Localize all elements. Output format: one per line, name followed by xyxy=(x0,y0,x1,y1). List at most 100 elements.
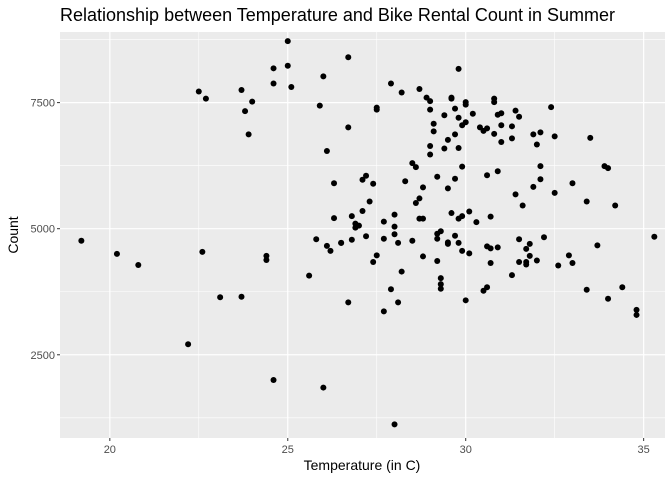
data-point xyxy=(462,119,469,126)
data-point xyxy=(498,122,505,129)
data-point xyxy=(466,208,473,215)
data-point xyxy=(651,233,658,240)
data-point xyxy=(391,231,398,238)
data-point xyxy=(523,245,530,252)
data-point xyxy=(455,65,462,72)
data-point xyxy=(484,125,491,132)
data-point xyxy=(516,113,523,120)
data-point xyxy=(331,180,338,187)
data-point xyxy=(370,258,377,265)
data-point xyxy=(380,235,387,242)
data-point xyxy=(323,242,330,249)
data-point xyxy=(359,208,366,215)
data-point xyxy=(508,135,515,142)
data-point xyxy=(420,253,426,260)
data-point xyxy=(380,218,387,225)
data-point xyxy=(533,257,540,264)
x-axis-ticks: 20 25 30 35 xyxy=(104,438,650,456)
data-point xyxy=(555,262,562,269)
data-point xyxy=(605,165,612,172)
data-point xyxy=(288,83,295,90)
data-point xyxy=(331,215,338,222)
data-point xyxy=(363,233,370,240)
data-point xyxy=(583,198,590,205)
data-point xyxy=(238,87,245,93)
data-point xyxy=(491,130,498,137)
data-point xyxy=(441,145,448,152)
data-point xyxy=(441,112,448,119)
data-point xyxy=(444,239,451,246)
data-point xyxy=(444,185,451,192)
data-point xyxy=(455,239,462,246)
data-point xyxy=(512,191,519,198)
data-point xyxy=(437,275,444,282)
data-point xyxy=(202,95,209,102)
x-tick-label: 35 xyxy=(638,444,650,456)
data-point xyxy=(427,142,434,149)
data-point xyxy=(373,106,380,113)
data-point xyxy=(387,80,394,87)
data-point xyxy=(238,293,245,300)
data-point xyxy=(469,110,476,117)
data-point xyxy=(434,257,441,264)
data-point xyxy=(459,247,466,254)
data-point xyxy=(437,228,444,235)
data-point xyxy=(508,123,515,130)
data-point xyxy=(434,173,441,180)
data-point xyxy=(366,198,373,205)
data-point xyxy=(217,294,224,301)
data-point xyxy=(113,250,120,257)
data-point xyxy=(370,180,377,187)
y-axis-title: Count xyxy=(5,216,21,253)
data-point xyxy=(587,134,594,141)
data-point xyxy=(359,176,366,183)
data-point xyxy=(530,183,537,190)
data-point xyxy=(633,311,640,318)
data-point xyxy=(416,195,423,202)
data-point xyxy=(195,88,202,95)
data-point xyxy=(338,239,345,246)
data-point xyxy=(569,180,576,187)
data-point xyxy=(498,138,505,145)
data-point xyxy=(459,163,466,170)
data-point xyxy=(78,237,85,244)
data-point xyxy=(498,110,505,117)
plot-panel xyxy=(60,32,665,438)
data-point xyxy=(380,308,387,315)
data-point xyxy=(462,297,469,304)
data-point xyxy=(306,272,313,279)
data-point xyxy=(444,136,451,143)
data-point xyxy=(569,259,576,266)
data-point xyxy=(619,284,626,291)
data-point xyxy=(270,377,277,383)
data-point xyxy=(583,286,590,293)
data-point xyxy=(363,172,370,179)
data-point xyxy=(530,131,537,138)
data-point xyxy=(452,131,459,138)
data-point xyxy=(416,85,423,92)
data-point xyxy=(594,242,601,249)
data-point xyxy=(320,73,327,80)
data-point xyxy=(427,106,434,113)
data-point xyxy=(487,213,494,220)
data-point xyxy=(612,202,619,209)
chart-title: Relationship between Temperature and Bik… xyxy=(60,5,615,25)
data-point xyxy=(245,131,252,138)
data-point xyxy=(466,250,473,257)
data-point xyxy=(473,219,480,226)
data-point xyxy=(313,236,320,243)
data-point xyxy=(412,164,419,171)
data-point xyxy=(398,89,405,96)
data-point xyxy=(345,54,352,61)
data-point xyxy=(437,285,444,292)
data-point xyxy=(484,284,491,291)
data-point xyxy=(430,128,437,135)
y-tick-label: 2500 xyxy=(31,350,55,362)
x-tick-label: 25 xyxy=(282,444,294,456)
data-point xyxy=(345,124,352,131)
data-point xyxy=(537,129,544,136)
data-point xyxy=(395,299,402,306)
data-point xyxy=(284,62,291,69)
data-point xyxy=(459,213,466,220)
